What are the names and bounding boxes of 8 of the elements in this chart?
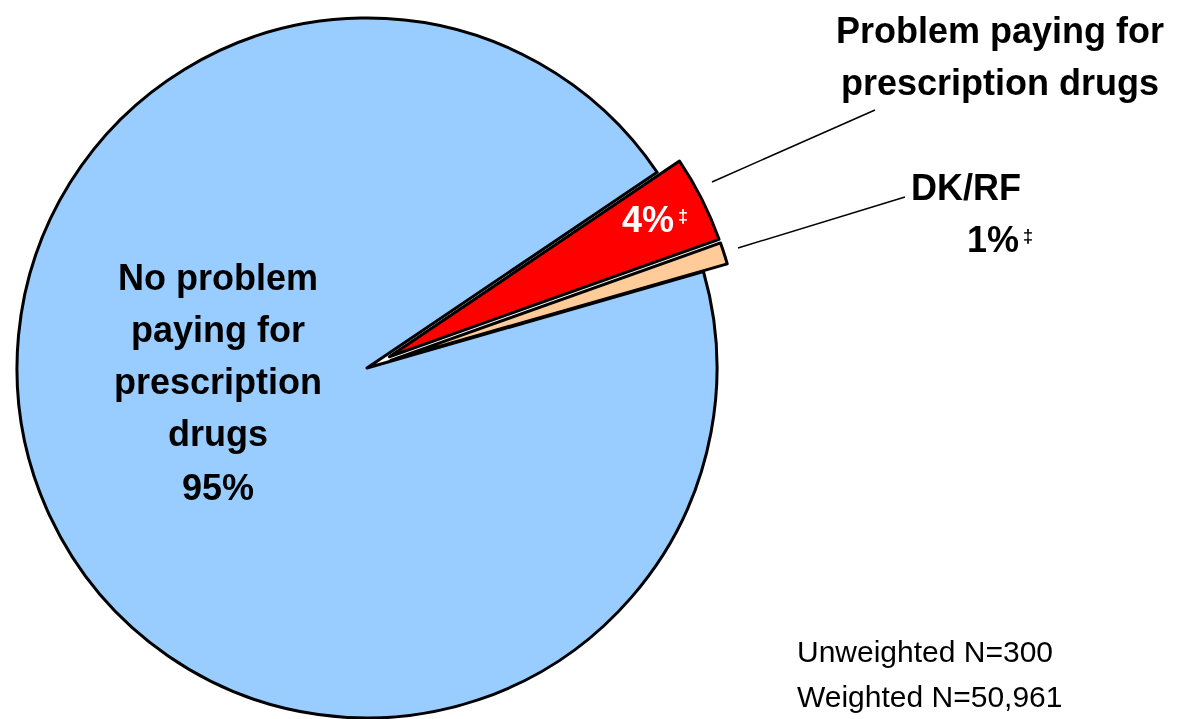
slice-label: Problem paying for prescription drugs xyxy=(835,10,1165,103)
slice-label: No problem paying for prescription drugs xyxy=(113,257,323,454)
data-label: 1%$^{‡}$ xyxy=(966,219,1034,260)
text: Weighted N=50,961 xyxy=(797,680,1063,713)
data-label: 95% xyxy=(181,467,255,508)
data-label: 4%$^{‡}$ xyxy=(621,199,689,240)
text: Unweighted N=300 xyxy=(797,635,1054,668)
slice-label: DK/RF xyxy=(911,167,1021,208)
